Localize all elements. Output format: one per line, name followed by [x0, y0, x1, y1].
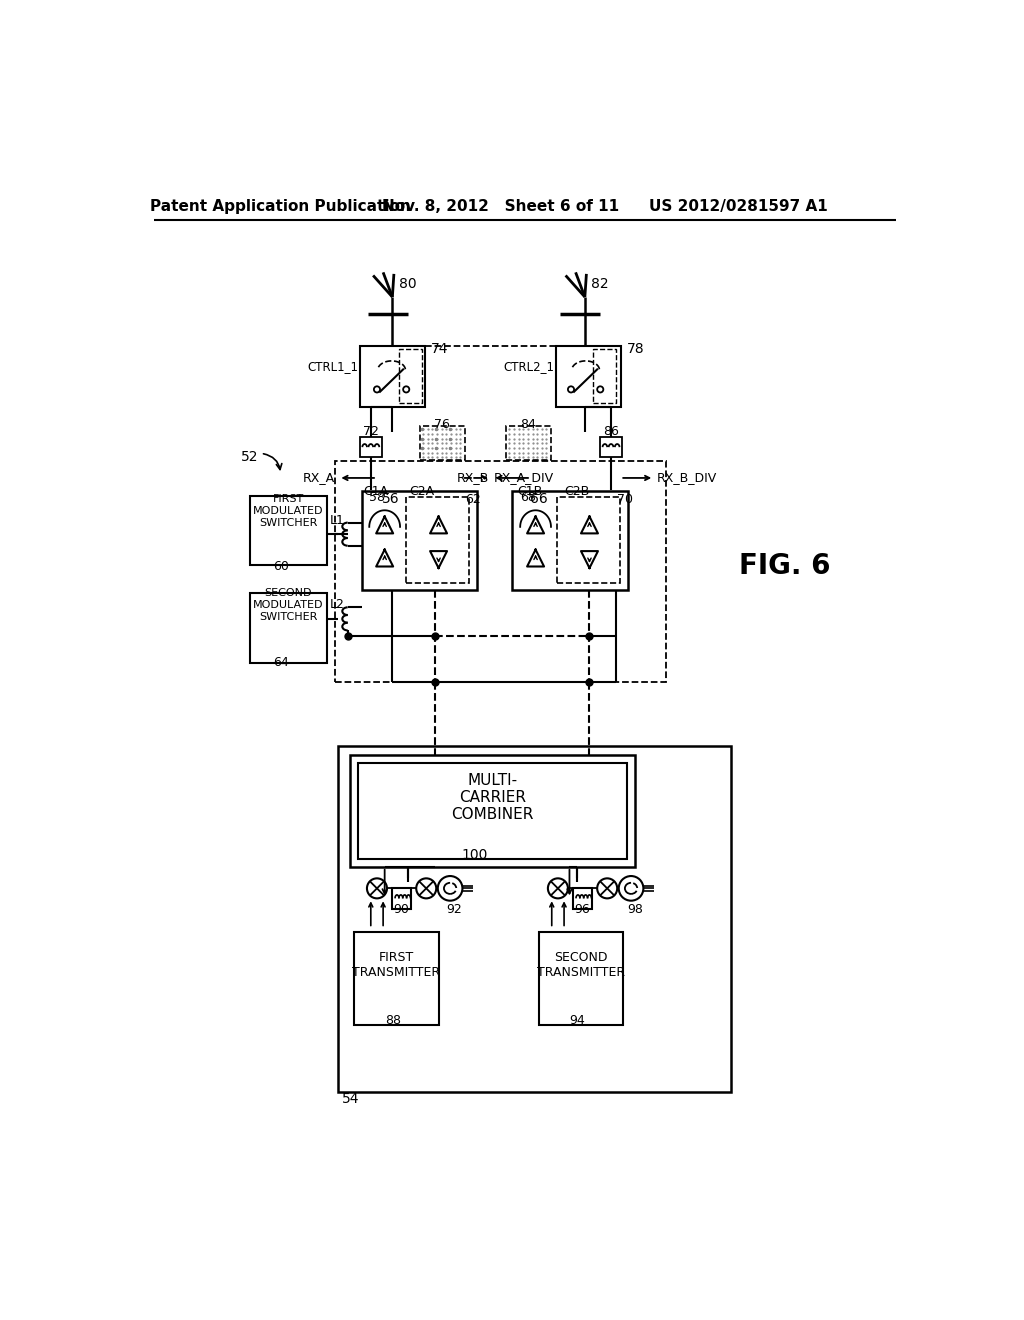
- Text: SECOND
TRANSMITTER: SECOND TRANSMITTER: [537, 952, 625, 979]
- Bar: [335, 461, 666, 682]
- Text: SECOND
MODULATED
SWITCHER: SECOND MODULATED SWITCHER: [253, 589, 324, 622]
- Bar: [506, 426, 551, 461]
- Text: 76: 76: [434, 417, 450, 430]
- Text: 52: 52: [242, 450, 259, 465]
- Bar: [407, 498, 469, 583]
- Bar: [357, 763, 628, 859]
- Text: 68: 68: [520, 491, 536, 504]
- Text: FIG. 6: FIG. 6: [739, 553, 830, 581]
- Text: 78: 78: [627, 342, 644, 356]
- FancyArrowPatch shape: [263, 454, 282, 470]
- Text: 66: 66: [529, 492, 548, 506]
- Text: 96: 96: [574, 903, 591, 916]
- Text: 100: 100: [462, 849, 488, 862]
- Bar: [360, 437, 382, 457]
- Bar: [556, 346, 621, 407]
- Text: 88: 88: [385, 1014, 400, 1027]
- Text: 74: 74: [431, 342, 449, 356]
- Text: 72: 72: [362, 425, 379, 438]
- Bar: [250, 594, 327, 663]
- Bar: [573, 887, 592, 909]
- Bar: [350, 755, 635, 867]
- Bar: [354, 932, 438, 1024]
- Text: 92: 92: [446, 903, 462, 916]
- Bar: [593, 350, 615, 404]
- Text: C1A: C1A: [362, 484, 388, 498]
- Bar: [539, 932, 624, 1024]
- Text: RX_B: RX_B: [457, 471, 488, 484]
- Bar: [361, 491, 477, 590]
- Text: 70: 70: [617, 492, 633, 506]
- Bar: [512, 491, 628, 590]
- Text: C2B: C2B: [564, 484, 590, 498]
- Text: CTRL1_1: CTRL1_1: [307, 360, 358, 372]
- Text: FIRST
TRANSMITTER: FIRST TRANSMITTER: [352, 952, 440, 979]
- Text: 60: 60: [273, 560, 289, 573]
- Text: 82: 82: [592, 277, 609, 290]
- Text: 58: 58: [370, 491, 385, 504]
- Text: Patent Application Publication: Patent Application Publication: [151, 198, 411, 214]
- Text: RX_A: RX_A: [302, 471, 335, 484]
- Bar: [360, 346, 425, 407]
- Text: 86: 86: [603, 425, 618, 438]
- Text: 90: 90: [393, 903, 410, 916]
- Text: 62: 62: [466, 492, 481, 506]
- Text: RX_A_DIV: RX_A_DIV: [494, 471, 554, 484]
- Text: 54: 54: [342, 1093, 359, 1106]
- Text: 94: 94: [569, 1014, 585, 1027]
- Text: 80: 80: [399, 277, 417, 290]
- Text: L2: L2: [330, 598, 345, 611]
- Text: 98: 98: [627, 903, 643, 916]
- Bar: [398, 350, 422, 404]
- Text: CTRL2_1: CTRL2_1: [503, 360, 554, 372]
- Bar: [420, 426, 465, 461]
- Text: Nov. 8, 2012   Sheet 6 of 11: Nov. 8, 2012 Sheet 6 of 11: [382, 198, 618, 214]
- Text: 64: 64: [273, 656, 289, 669]
- Text: C2A: C2A: [409, 484, 434, 498]
- Bar: [557, 498, 621, 583]
- Text: L1: L1: [330, 513, 345, 527]
- Text: C1B: C1B: [517, 484, 542, 498]
- Text: RX_B_DIV: RX_B_DIV: [657, 471, 718, 484]
- Text: 84: 84: [520, 417, 536, 430]
- Text: 56: 56: [382, 492, 399, 506]
- Bar: [339, 746, 731, 1093]
- Bar: [392, 887, 411, 909]
- Bar: [250, 496, 327, 565]
- Bar: [600, 437, 622, 457]
- Text: MULTI-
CARRIER
COMBINER: MULTI- CARRIER COMBINER: [452, 772, 534, 822]
- Text: US 2012/0281597 A1: US 2012/0281597 A1: [649, 198, 828, 214]
- Text: FIRST
MODULATED
SWITCHER: FIRST MODULATED SWITCHER: [253, 495, 324, 528]
